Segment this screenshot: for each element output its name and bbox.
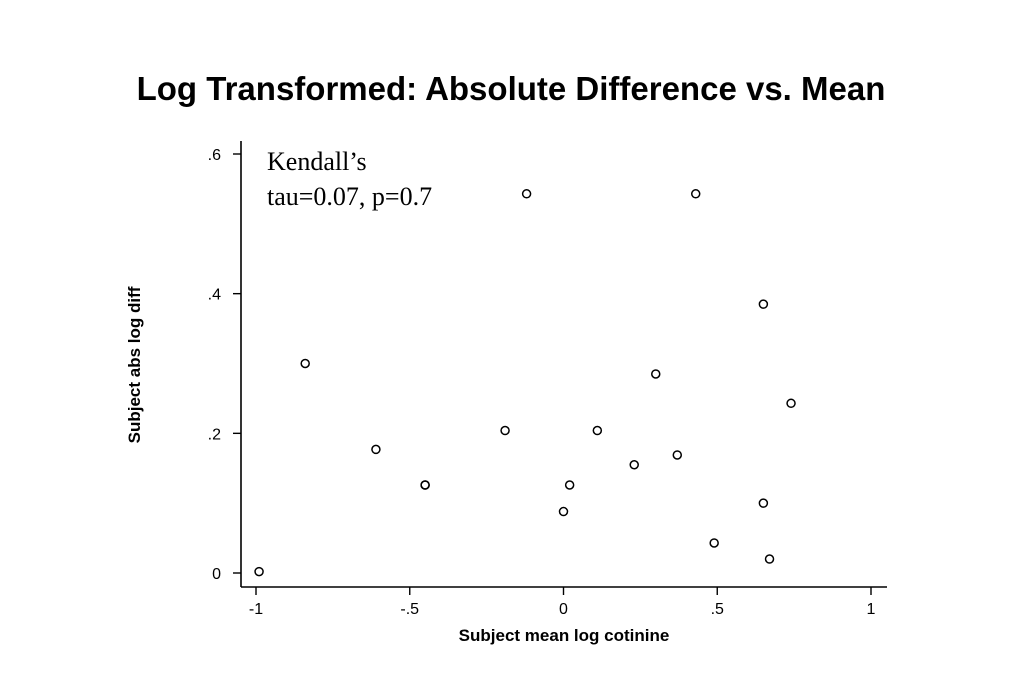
x-tick-label: 1 <box>867 601 876 618</box>
data-point <box>521 189 532 199</box>
y-tick-label: .6 <box>208 147 221 164</box>
data-point <box>558 506 569 517</box>
x-axis-label: Subject mean log cotinine <box>459 626 670 645</box>
data-point <box>758 299 769 309</box>
data-point <box>300 358 310 369</box>
data-point <box>672 450 683 460</box>
data-point <box>254 566 264 577</box>
y-axis-label: Subject abs log diff <box>125 286 144 443</box>
data-point <box>371 444 381 455</box>
data-point <box>420 480 430 490</box>
data-point <box>709 538 719 548</box>
y-tick-label: .4 <box>208 287 221 304</box>
data-point <box>764 554 775 564</box>
data-point <box>500 425 510 436</box>
chart-title: Log Transformed: Absolute Difference vs.… <box>137 70 886 107</box>
x-axis-ticks: -1 -.5 0 .5 1 <box>249 587 876 618</box>
y-axis-ticks: 0 .2 .4 .6 <box>208 147 241 583</box>
kendall-annotation-line2: tau=0.07, p=0.7 <box>267 182 432 211</box>
x-tick-label: -1 <box>249 601 263 618</box>
x-tick-label: .5 <box>711 601 724 618</box>
data-point <box>651 369 661 379</box>
data-point <box>758 498 769 508</box>
data-point <box>629 460 639 470</box>
x-tick-label: 0 <box>559 601 568 618</box>
data-point <box>564 480 575 490</box>
x-tick-label: -.5 <box>400 601 419 618</box>
y-tick-label: 0 <box>212 566 221 583</box>
kendall-annotation-line1: Kendall’s <box>267 147 367 176</box>
data-point <box>592 425 603 436</box>
data-points <box>254 189 796 577</box>
data-point <box>786 398 796 409</box>
data-point <box>690 189 701 199</box>
y-tick-label: .2 <box>208 426 221 443</box>
